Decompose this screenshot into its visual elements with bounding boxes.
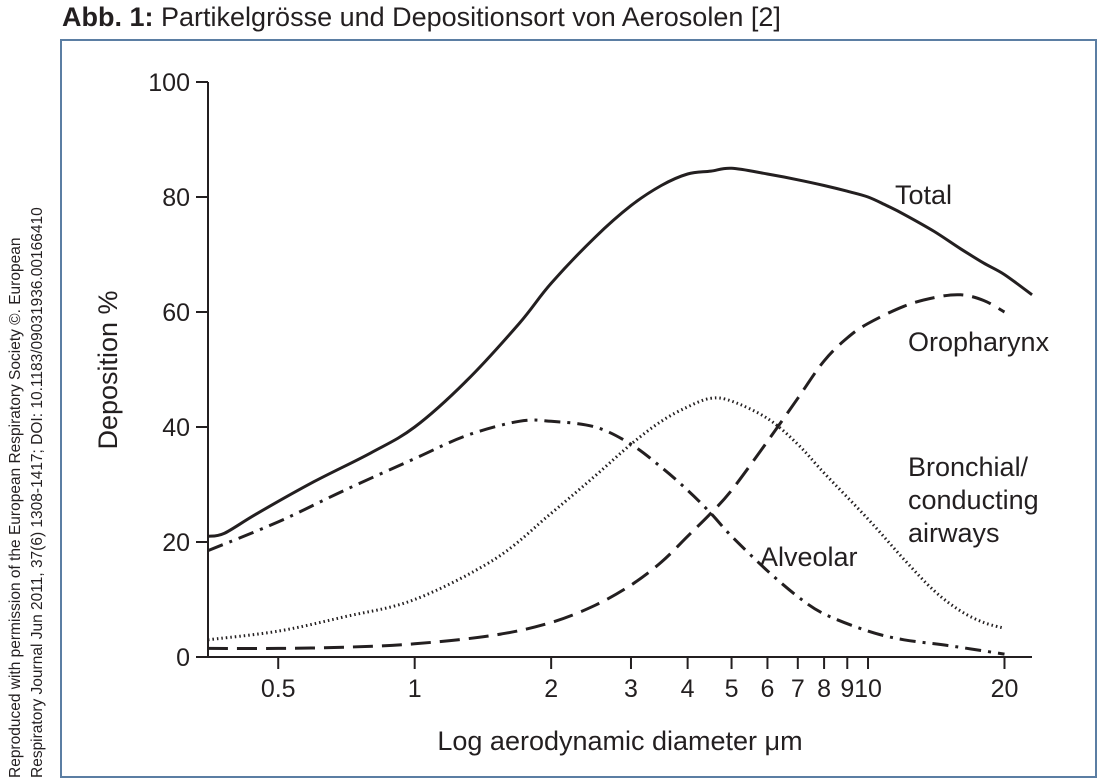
x-axis-title: Log aerodynamic diameter μm [437, 726, 802, 756]
x-tick-label: 0.5 [261, 675, 296, 703]
x-tick-label: 1 [408, 675, 422, 703]
credit-line-2: Respiratory Journal Jun 2011, 37(6) 1308… [29, 207, 46, 778]
axes [207, 82, 1032, 658]
series-line-alveolar [207, 418, 1005, 656]
x-tick-label: 6 [760, 675, 774, 703]
label-bronchial-line1: Bronchial/ [908, 452, 1029, 482]
label-alveolar: Alveolar [760, 542, 858, 572]
label-bronchial-line2: conducting [908, 485, 1039, 515]
y-tick-label: 20 [162, 529, 190, 557]
x-tick-label: 4 [681, 675, 695, 703]
x-tick-label: 7 [791, 675, 805, 703]
figure-caption: Abb. 1: Partikelgrösse und Depositionsor… [62, 0, 781, 34]
label-oropharynx: Oropharynx [908, 327, 1050, 357]
series-line-bronchial-conducting-airways [207, 396, 1005, 642]
credit-line-1: Reproduced with permission of the Europe… [7, 238, 24, 778]
y-tick-label: 40 [162, 414, 190, 442]
x-tick-label: 2 [544, 675, 558, 703]
x-tick-label: 10 [854, 675, 882, 703]
y-axis-title: Deposition % [93, 290, 123, 449]
series-labels: Total Oropharynx Bronchial/ conducting a… [760, 180, 1050, 572]
caption-text: Partikelgrösse und Depositionsort von Ae… [161, 2, 781, 32]
copyright-credit: Reproduced with permission of the Europe… [7, 207, 46, 778]
x-tick-label: 8 [817, 675, 831, 703]
label-bronchial-line3: airways [908, 518, 1000, 548]
y-ticks: 0 20 40 60 80 100 [148, 69, 208, 672]
x-tick-label: 3 [624, 675, 638, 703]
caption-label: Abb. 1: [62, 2, 154, 32]
x-tick-label: 20 [991, 675, 1019, 703]
series-line-total [207, 166, 1033, 538]
figure-frame [60, 39, 1097, 778]
label-total: Total [895, 180, 952, 210]
series-layer [207, 166, 1033, 656]
x-tick-label: 5 [725, 675, 739, 703]
y-tick-label: 100 [148, 69, 190, 97]
x-tick-label: 9 [840, 675, 854, 703]
x-ticks: 0.5 1 2 3 4 5 6 7 8 9 10 20 [261, 657, 1019, 703]
y-tick-label: 80 [162, 184, 190, 212]
series-line-oropharynx [207, 293, 1006, 650]
y-tick-label: 60 [162, 299, 190, 327]
y-tick-label: 0 [176, 644, 190, 672]
